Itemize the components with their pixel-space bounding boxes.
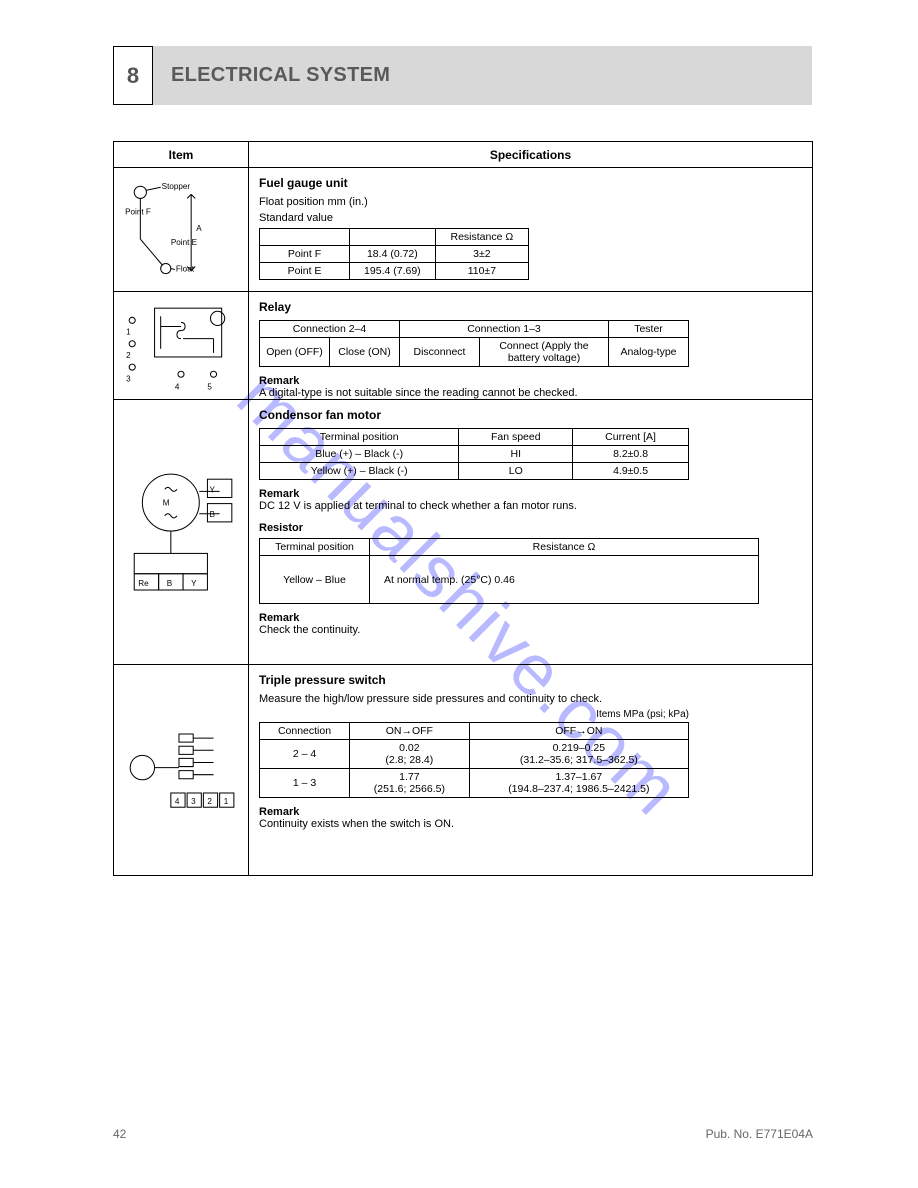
- fuel-label1: Float position mm (in.): [259, 196, 802, 208]
- svg-text:Float: Float: [176, 265, 195, 274]
- fuel-gauge-icon: Stopper Float Point F Point E A: [120, 174, 242, 286]
- pub-number: Pub. No. E771E04A: [706, 1127, 813, 1141]
- motor-table: Terminal position Fan speed Current [A] …: [259, 428, 689, 480]
- pressure-switch-icon: 4 3 2 1: [120, 671, 242, 864]
- svg-text:3: 3: [191, 797, 196, 806]
- spec-table: Item Specifications Stopper Float Point …: [113, 141, 813, 876]
- svg-text:4: 4: [175, 382, 180, 391]
- svg-text:4: 4: [175, 797, 180, 806]
- svg-text:Re: Re: [138, 579, 149, 588]
- resistor-table: Terminal position Resistance Ω Yellow – …: [259, 538, 759, 604]
- relay-title: Relay: [259, 300, 802, 314]
- svg-text:A: A: [196, 224, 202, 233]
- svg-text:Y: Y: [209, 485, 215, 494]
- svg-text:3: 3: [126, 374, 131, 383]
- motor-remark3: Remark Check the continuity.: [259, 612, 802, 636]
- switch-title: Triple pressure switch: [259, 673, 802, 687]
- section-title: ELECTRICAL SYSTEM: [153, 46, 812, 105]
- fuel-title: Fuel gauge unit: [259, 176, 802, 190]
- switch-units: Items MPa (psi; kPa): [259, 709, 689, 720]
- svg-text:M: M: [163, 499, 170, 508]
- svg-text:1: 1: [126, 328, 131, 337]
- relay-table: Connection 2–4 Connection 1–3 Tester Ope…: [259, 320, 689, 367]
- resistor-title: Resistor: [259, 522, 802, 534]
- svg-text:Point E: Point E: [171, 238, 198, 247]
- svg-text:Point F: Point F: [125, 208, 151, 217]
- switch-table: Connection ON→OFF OFF→ON 2 – 4 0.02(2.8;…: [259, 722, 689, 798]
- motor-icon: M Y B Re B Y: [120, 406, 242, 640]
- motor-title: Condensor fan motor: [259, 408, 802, 422]
- section-number: 8: [113, 46, 153, 105]
- switch-remark: Remark Continuity exists when the switch…: [259, 806, 802, 830]
- svg-text:2: 2: [126, 351, 131, 360]
- col-item: Item: [114, 142, 249, 167]
- svg-text:B: B: [209, 510, 214, 519]
- relay-remark: Remark A digital-type is not suitable si…: [259, 375, 802, 399]
- svg-text:B: B: [167, 579, 172, 588]
- svg-text:Y: Y: [191, 579, 197, 588]
- fuel-label2: Standard value: [259, 212, 802, 224]
- svg-text:1: 1: [224, 797, 229, 806]
- relay-icon: 1 2 3 4 5: [120, 298, 242, 395]
- switch-note: Measure the high/low pressure side press…: [259, 693, 802, 705]
- motor-remark1: Remark DC 12 V is applied at terminal to…: [259, 488, 802, 512]
- page-number: 42: [113, 1127, 126, 1141]
- svg-text:5: 5: [207, 382, 212, 391]
- svg-text:2: 2: [207, 797, 212, 806]
- svg-text:Stopper: Stopper: [162, 182, 191, 191]
- col-spec: Specifications: [249, 142, 812, 167]
- fuel-table: Resistance Ω Point F 18.4 (0.72) 3±2 Poi…: [259, 228, 529, 280]
